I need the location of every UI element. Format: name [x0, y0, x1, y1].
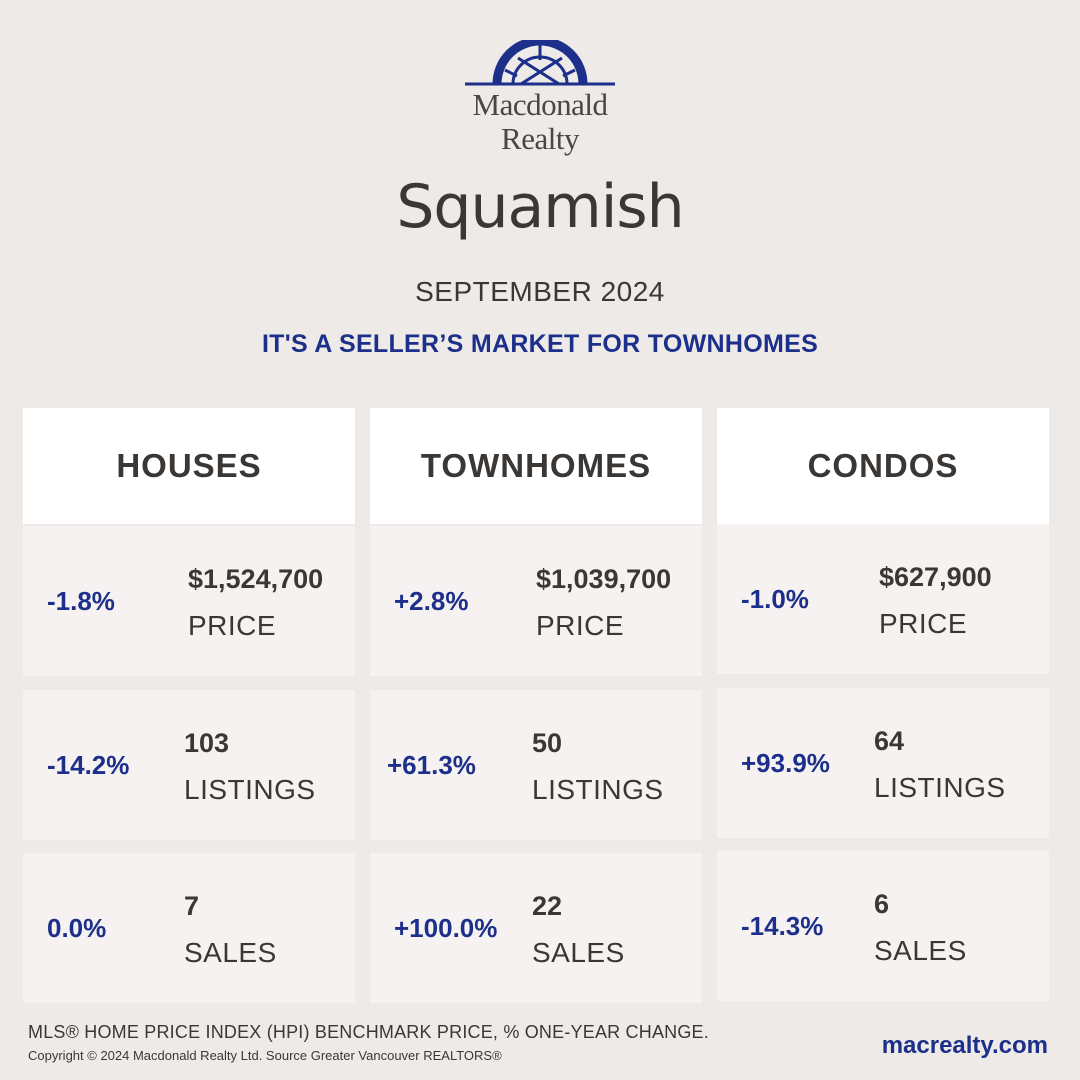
houses-sales-value: 7 — [184, 891, 200, 921]
houses-sales-change: 0.0% — [47, 912, 107, 943]
condos-column: CONDOS — [717, 408, 1049, 524]
page-title: Squamish — [396, 172, 684, 242]
condos-price-label: PRICE — [879, 608, 968, 639]
townhomes-listings-change: +61.3% — [387, 749, 476, 780]
houses-listings-card: -14.2% 103 LISTINGS — [23, 690, 355, 840]
logo-icon — [465, 40, 615, 86]
townhomes-header: TOWNHOMES — [370, 408, 702, 524]
condos-sales-value: 6 — [874, 889, 890, 919]
condos-price-value: $627,900 — [879, 562, 992, 592]
website-link[interactable]: macrealty.com — [881, 1032, 1048, 1059]
condos-price-change: -1.0% — [741, 583, 809, 614]
townhomes-price-change: +2.8% — [394, 585, 469, 616]
houses-price-card: -1.8% $1,524,700 PRICE — [23, 526, 355, 676]
condos-price-card: -1.0% $627,900 PRICE — [717, 524, 1049, 674]
houses-listings-change: -14.2% — [47, 749, 130, 780]
houses-price-change: -1.8% — [47, 585, 115, 616]
houses-header: HOUSES — [23, 408, 355, 524]
brand-name-line2: Realty — [501, 121, 579, 156]
townhomes-sales-label: SALES — [532, 937, 625, 968]
condos-header: CONDOS — [717, 408, 1049, 524]
copyright-notice: Copyright © 2024 Macdonald Realty Ltd. S… — [28, 1048, 502, 1063]
houses-price-value: $1,524,700 — [188, 564, 324, 594]
hpi-footnote: MLS® HOME PRICE INDEX (HPI) BENCHMARK PR… — [28, 1022, 709, 1042]
condos-listings-value: 64 — [874, 726, 905, 756]
condos-listings-card: +93.9% 64 LISTINGS — [717, 688, 1049, 838]
houses-column: HOUSES — [23, 408, 355, 524]
condos-sales-label: SALES — [874, 935, 967, 966]
market-tagline: IT'S A SELLER’S MARKET FOR TOWNHOMES — [261, 330, 819, 358]
brand-name-line1: Macdonald — [472, 87, 608, 122]
houses-sales-card: 0.0% 7 SALES — [23, 853, 355, 1003]
condos-sales-change: -14.3% — [741, 910, 824, 941]
townhomes-listings-label: LISTINGS — [532, 774, 664, 805]
townhomes-sales-card: +100.0% 22 SALES — [370, 853, 702, 1003]
condos-sales-card: -14.3% 6 SALES — [717, 851, 1049, 1001]
houses-price-label: PRICE — [188, 610, 277, 641]
townhomes-price-value: $1,039,700 — [536, 564, 672, 594]
houses-listings-value: 103 — [184, 728, 230, 758]
townhomes-price-card: +2.8% $1,039,700 PRICE — [370, 526, 702, 676]
houses-sales-label: SALES — [184, 937, 277, 968]
townhomes-column: TOWNHOMES — [370, 408, 702, 524]
houses-listings-label: LISTINGS — [184, 774, 316, 805]
townhomes-sales-value: 22 — [532, 891, 563, 921]
townhomes-sales-change: +100.0% — [394, 912, 498, 943]
macdonald-realty-logo: Macdonald Realty — [440, 40, 640, 170]
townhomes-listings-value: 50 — [532, 728, 563, 758]
townhomes-price-label: PRICE — [536, 610, 625, 641]
townhomes-listings-card: +61.3% 50 LISTINGS — [370, 690, 702, 840]
condos-listings-label: LISTINGS — [874, 772, 1006, 803]
condos-listings-change: +93.9% — [741, 747, 830, 778]
report-period: SEPTEMBER 2024 — [415, 276, 665, 307]
